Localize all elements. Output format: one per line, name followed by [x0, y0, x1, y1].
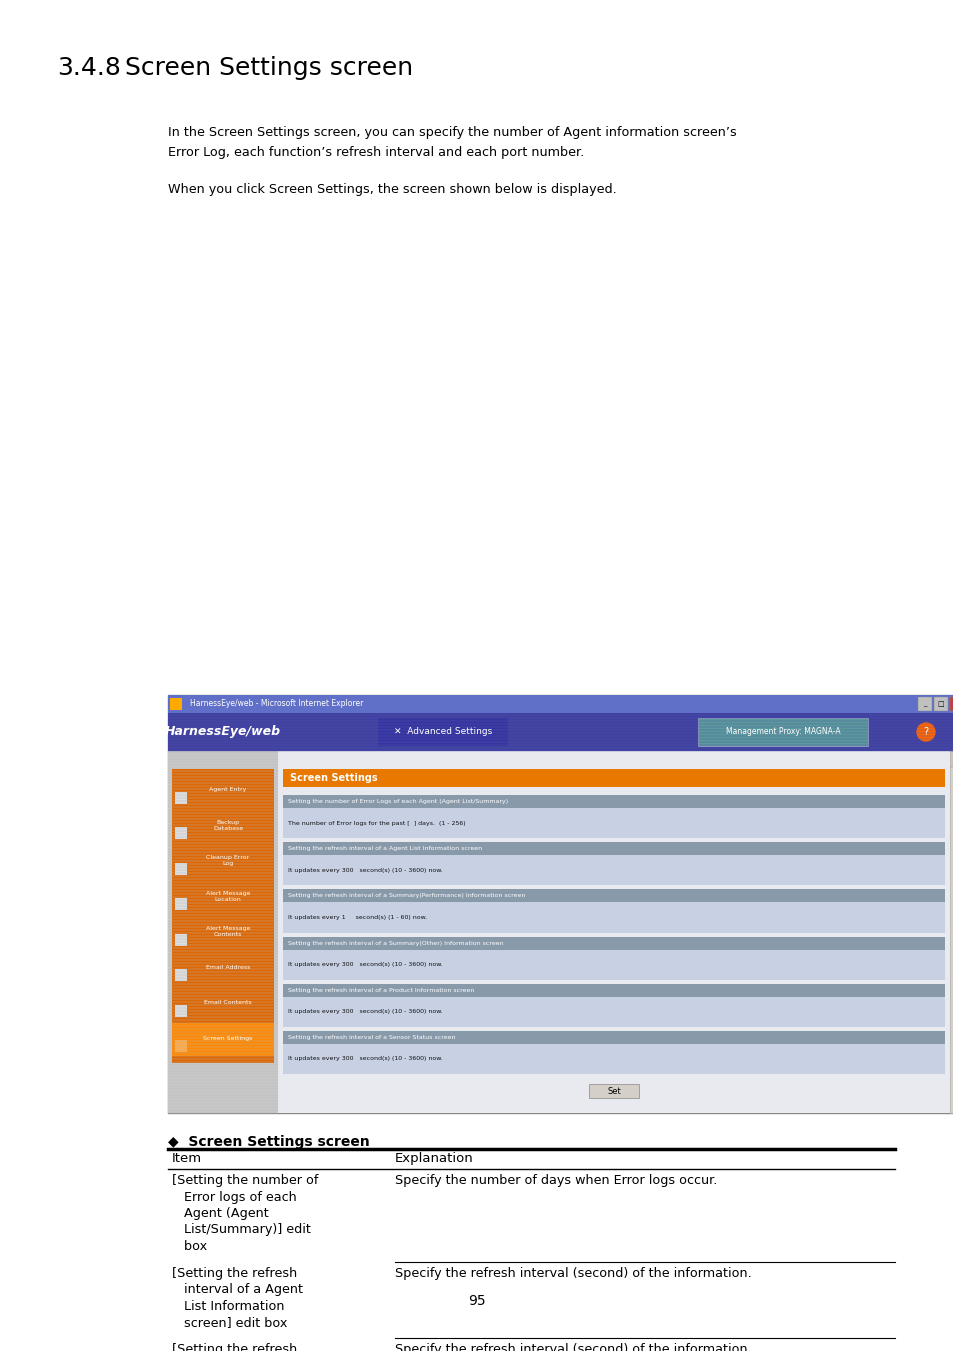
Text: Set: Set	[606, 1086, 620, 1096]
Text: Setting the number of Error Logs of each Agent (Agent List/Summary): Setting the number of Error Logs of each…	[288, 798, 508, 804]
Bar	[174, 969, 187, 981]
Bar	[168, 694, 953, 1113]
Text: Item: Item	[172, 1152, 202, 1165]
Bar	[174, 934, 187, 946]
Text: Agent (Agent: Agent (Agent	[172, 1206, 269, 1220]
Bar	[174, 792, 187, 804]
Text: Specify the refresh interval (second) of the information.: Specify the refresh interval (second) of…	[395, 1343, 751, 1351]
Text: Alert Message
Contents: Alert Message Contents	[206, 927, 250, 938]
Text: Backup
Database: Backup Database	[213, 820, 243, 831]
Text: Explanation: Explanation	[395, 1152, 474, 1165]
Text: 95: 95	[468, 1294, 485, 1308]
Bar	[949, 697, 953, 711]
Text: List/Summary)] edit: List/Summary)] edit	[172, 1224, 311, 1236]
Text: It updates every 300   second(s) (10 - 3600) now.: It updates every 300 second(s) (10 - 360…	[288, 1056, 442, 1062]
Bar	[283, 794, 944, 808]
Bar	[588, 1084, 639, 1098]
Text: Screen Settings screen: Screen Settings screen	[109, 55, 413, 80]
Text: It updates every 300   second(s) (10 - 3600) now.: It updates every 300 second(s) (10 - 360…	[288, 1009, 442, 1015]
Bar	[377, 717, 507, 746]
Bar	[283, 902, 944, 932]
Text: Setting the refresh interval of a Summary(Performance) Information screen: Setting the refresh interval of a Summar…	[288, 893, 525, 898]
Text: It updates every 1     second(s) (1 - 60) now.: It updates every 1 second(s) (1 - 60) no…	[288, 915, 427, 920]
Bar	[283, 984, 944, 997]
Bar	[283, 1044, 944, 1074]
Bar	[283, 997, 944, 1027]
Text: Setting the refresh interval of a Sensor Status screen: Setting the refresh interval of a Sensor…	[288, 1035, 455, 1040]
Bar	[283, 842, 944, 855]
Text: Management Proxy: MAGNA-A: Management Proxy: MAGNA-A	[725, 727, 840, 736]
Text: _: _	[923, 701, 925, 707]
Bar	[917, 697, 931, 711]
Bar	[172, 1023, 274, 1056]
Text: Setting the refresh interval of a Product Information screen: Setting the refresh interval of a Produc…	[288, 988, 474, 993]
Text: Setting the refresh interval of a Summary(Other) Information screen: Setting the refresh interval of a Summar…	[288, 940, 503, 946]
Text: ◆  Screen Settings screen: ◆ Screen Settings screen	[168, 1135, 370, 1148]
Bar	[174, 1040, 187, 1052]
Text: 3.4.8: 3.4.8	[57, 55, 121, 80]
Text: Error Log, each function’s refresh interval and each port number.: Error Log, each function’s refresh inter…	[168, 146, 583, 159]
Text: Cleanup Error
Log: Cleanup Error Log	[206, 855, 250, 866]
Bar	[277, 751, 949, 1113]
Bar	[174, 827, 187, 839]
Text: [Setting the refresh: [Setting the refresh	[172, 1343, 297, 1351]
Text: HarnessEye/web: HarnessEye/web	[165, 725, 281, 739]
Bar	[283, 769, 944, 788]
Bar	[283, 889, 944, 902]
Bar	[283, 950, 944, 979]
Text: Error logs of each: Error logs of each	[172, 1190, 296, 1204]
Bar	[283, 1031, 944, 1044]
Bar	[168, 751, 277, 1113]
Text: interval of a Agent: interval of a Agent	[172, 1283, 303, 1296]
Text: Alert Message
Location: Alert Message Location	[206, 890, 250, 901]
Bar	[174, 862, 187, 874]
Text: Setting the refresh interval of a Agent List Information screen: Setting the refresh interval of a Agent …	[288, 846, 481, 851]
Text: □: □	[937, 701, 943, 707]
Bar	[174, 1005, 187, 1016]
Text: When you click Screen Settings, the screen shown below is displayed.: When you click Screen Settings, the scre…	[168, 182, 616, 196]
Bar	[170, 698, 182, 711]
Text: [Setting the refresh: [Setting the refresh	[172, 1266, 297, 1279]
Text: Email Contents: Email Contents	[204, 1000, 252, 1005]
Bar	[172, 769, 274, 1063]
Text: Specify the number of days when Error logs occur.: Specify the number of days when Error lo…	[395, 1174, 717, 1188]
Text: Specify the refresh interval (second) of the information.: Specify the refresh interval (second) of…	[395, 1266, 751, 1279]
Circle shape	[916, 723, 934, 740]
Text: [Setting the number of: [Setting the number of	[172, 1174, 318, 1188]
Text: Screen Settings: Screen Settings	[203, 1036, 253, 1040]
Bar	[283, 855, 944, 885]
Bar	[949, 751, 953, 1113]
Text: box: box	[172, 1240, 207, 1252]
Text: Email Address: Email Address	[206, 965, 250, 970]
Text: It updates every 300   second(s) (10 - 3600) now.: It updates every 300 second(s) (10 - 360…	[288, 962, 442, 967]
Bar	[283, 936, 944, 950]
Bar	[698, 717, 867, 746]
Text: In the Screen Settings screen, you can specify the number of Agent information s: In the Screen Settings screen, you can s…	[168, 126, 736, 139]
Bar	[174, 898, 187, 911]
Text: HarnessEye/web - Microsoft Internet Explorer: HarnessEye/web - Microsoft Internet Expl…	[190, 700, 363, 708]
Text: screen] edit box: screen] edit box	[172, 1316, 287, 1329]
Bar	[168, 713, 953, 751]
Bar	[949, 751, 953, 767]
Bar	[933, 697, 947, 711]
Bar	[168, 694, 953, 713]
Text: Agent Entry: Agent Entry	[209, 788, 247, 792]
Text: ?: ?	[923, 727, 927, 738]
Text: Screen Settings: Screen Settings	[290, 773, 377, 784]
Text: It updates every 300   second(s) (10 - 3600) now.: It updates every 300 second(s) (10 - 360…	[288, 867, 442, 873]
Text: ✕  Advanced Settings: ✕ Advanced Settings	[394, 727, 492, 736]
Bar	[283, 808, 944, 838]
Text: The number of Error logs for the past [  ] days.  (1 - 256): The number of Error logs for the past [ …	[288, 820, 465, 825]
Text: List Information: List Information	[172, 1300, 284, 1313]
